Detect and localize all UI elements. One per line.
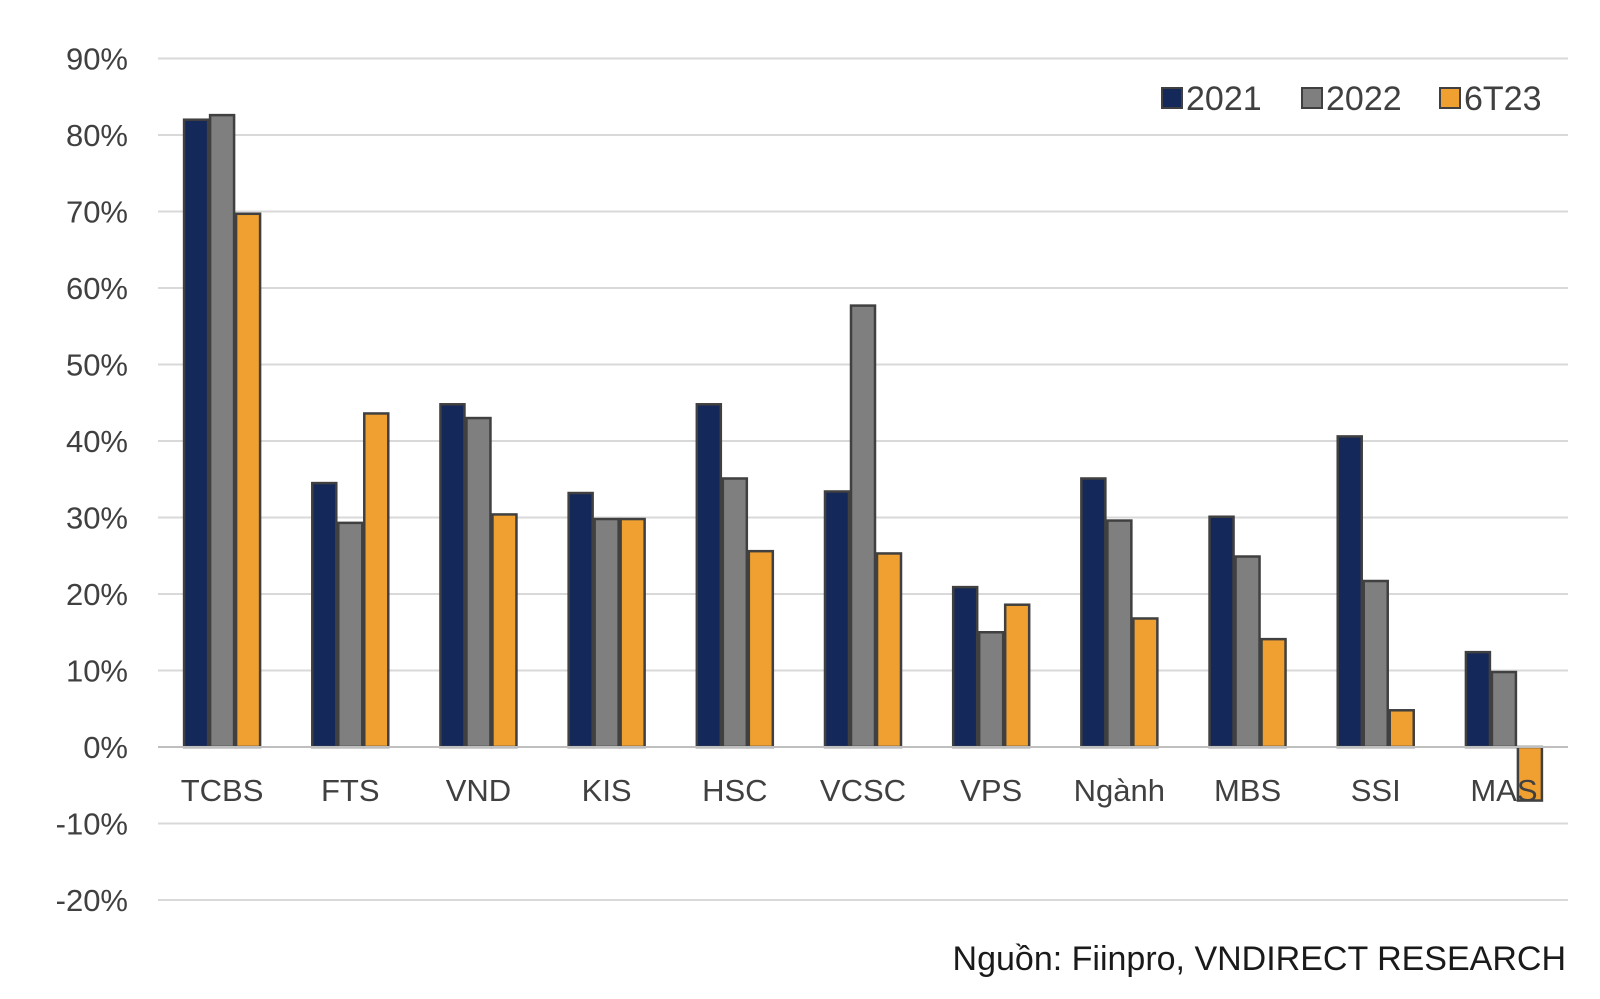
y-tick-label: 0% [83, 730, 128, 765]
y-tick-label: 50% [66, 348, 128, 383]
bar-2021-1 [311, 481, 338, 749]
bar-2021-8 [1208, 515, 1235, 749]
bar-6T23-1 [363, 412, 390, 749]
legend: 2021 2022 6T23 [1161, 80, 1542, 118]
bars [182, 113, 1544, 802]
bar-6T23-10 [1516, 745, 1544, 802]
bar-2022-6 [977, 631, 1005, 749]
legend-label-2021: 2021 [1186, 80, 1262, 118]
y-tick-label: 80% [66, 118, 128, 153]
x-tick-label: FTS [321, 773, 380, 808]
y-axis-tick-labels: 90% 80% 70% 60% 50% 40% 30% 20% 10% 0% -10% -20% [56, 42, 128, 919]
bar-2021-2 [439, 403, 466, 749]
y-tick-label: 90% [66, 42, 128, 77]
bar-2021-5 [823, 490, 851, 749]
bar-2021-4 [695, 403, 723, 749]
y-tick-label: 20% [66, 577, 128, 612]
legend-label-2022: 2022 [1326, 80, 1402, 118]
bar-2022-2 [465, 416, 492, 749]
bar-6T23-2 [491, 513, 518, 749]
bar-6T23-6 [1003, 603, 1031, 749]
bar-2022-1 [337, 521, 364, 749]
bar-2022-5 [849, 304, 877, 749]
y-tick-label: 60% [66, 271, 128, 306]
legend-swatch-2022 [1301, 87, 1323, 109]
x-axis-category-labels: TCBS FTS VND KIS HSC VCSC VPS Ngành MBS SSI MAS [181, 773, 1538, 808]
x-tick-label: HSC [702, 773, 767, 808]
bar-2022-8 [1234, 555, 1261, 749]
bar-2022-10 [1490, 670, 1518, 749]
y-tick-label: 30% [66, 501, 128, 536]
x-tick-label: MBS [1214, 773, 1281, 808]
bar-6T23-9 [1388, 709, 1415, 749]
y-tick-label: 40% [66, 424, 128, 459]
x-tick-label: VND [446, 773, 511, 808]
bar-2021-7 [1080, 477, 1107, 749]
bar-2021-0 [182, 118, 210, 749]
x-tick-label: KIS [582, 773, 632, 808]
bar-2022-7 [1106, 519, 1133, 749]
bar-2022-9 [1362, 579, 1389, 749]
bar-2022-3 [593, 517, 620, 749]
legend-label-6T23: 6T23 [1464, 80, 1542, 118]
bar-6T23-4 [747, 549, 775, 749]
bar-2021-6 [951, 585, 979, 749]
bar-2021-10 [1464, 650, 1492, 749]
y-tick-label: -10% [56, 807, 128, 842]
legend-swatch-6T23 [1439, 87, 1461, 109]
y-tick-label: 70% [66, 195, 128, 230]
bar-2022-4 [721, 477, 749, 749]
x-tick-label: MAS [1470, 773, 1537, 808]
x-tick-label: Ngành [1074, 773, 1165, 808]
x-tick-label: VCSC [820, 773, 906, 808]
x-tick-label: SSI [1351, 773, 1401, 808]
source-note: Nguồn: Fiinpro, VNDIRECT RESEARCH [953, 940, 1566, 978]
x-tick-label: VPS [960, 773, 1022, 808]
bar-2022-0 [208, 113, 236, 749]
bar-6T23-8 [1260, 637, 1287, 749]
x-tick-label: TCBS [181, 773, 264, 808]
bar-6T23-7 [1132, 617, 1159, 749]
bar-6T23-0 [234, 212, 262, 749]
bar-6T23-3 [619, 517, 646, 749]
bar-2021-9 [1336, 435, 1363, 749]
bar-2021-3 [567, 491, 594, 749]
y-tick-label: -20% [56, 883, 128, 918]
legend-swatch-2021 [1161, 87, 1183, 109]
y-tick-label: 10% [66, 654, 128, 689]
bar-6T23-5 [875, 552, 903, 749]
